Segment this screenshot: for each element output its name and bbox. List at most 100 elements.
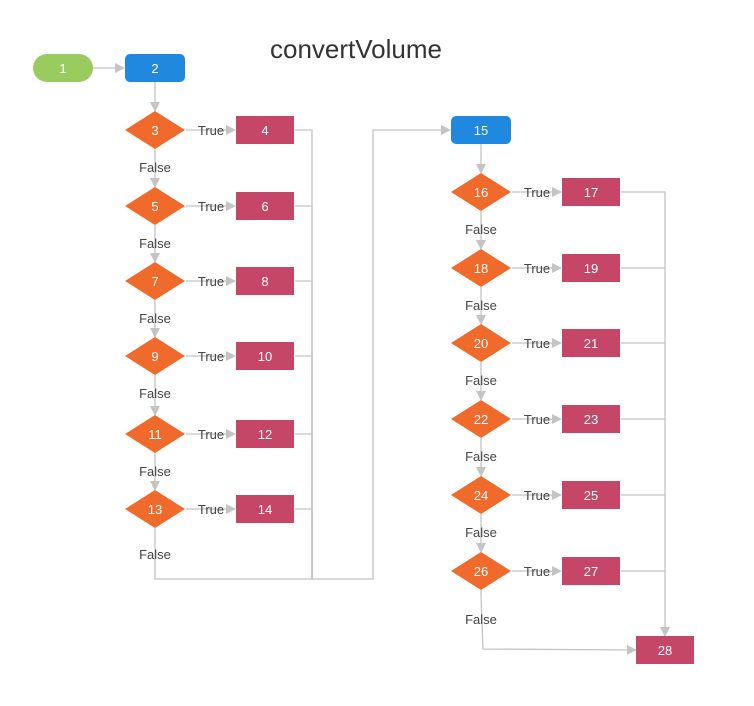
node-16: 16 xyxy=(451,173,511,211)
node-label: 6 xyxy=(261,199,268,214)
node-label: 8 xyxy=(261,274,268,289)
node-label: 12 xyxy=(258,427,272,442)
node-22: 22 xyxy=(451,400,511,438)
edge-label-false: False xyxy=(465,612,497,627)
edge-label-false: False xyxy=(139,236,171,251)
node-label: 11 xyxy=(148,427,162,442)
node-12: 12 xyxy=(236,420,294,448)
edge-14-15 xyxy=(295,508,313,579)
node-label: 7 xyxy=(151,274,158,289)
decision-node-shape xyxy=(451,400,511,438)
node-2: 2 xyxy=(125,54,185,82)
node-17: 17 xyxy=(562,178,620,206)
edge-26-28 xyxy=(480,590,637,655)
action-node-shape xyxy=(236,192,294,220)
edge-label-true: True xyxy=(524,564,550,579)
edges-layer xyxy=(92,63,670,655)
edge-label-false: False xyxy=(139,464,171,479)
node-label: 17 xyxy=(584,185,598,200)
decision-node-shape xyxy=(125,262,185,300)
node-label: 14 xyxy=(258,502,272,517)
edge-label-true: True xyxy=(524,261,550,276)
edge-12-15 xyxy=(295,433,313,579)
node-14: 14 xyxy=(236,495,294,523)
action-node-shape xyxy=(562,481,620,509)
process-node-shape xyxy=(125,54,185,82)
edge-13-15 xyxy=(154,125,451,580)
node-label: 2 xyxy=(151,61,158,76)
node-label: 28 xyxy=(658,643,672,658)
action-node-shape xyxy=(562,329,620,357)
edge-17-28 xyxy=(621,191,670,637)
node-13: 13 xyxy=(125,490,185,528)
edge-8-15 xyxy=(295,280,313,579)
node-15: 15 xyxy=(451,116,511,144)
node-1: 1 xyxy=(33,54,93,82)
decision-node-shape xyxy=(125,111,185,149)
node-label: 23 xyxy=(584,412,598,427)
decision-node-shape xyxy=(451,173,511,211)
process-node-shape xyxy=(451,116,511,144)
edge-label-true: True xyxy=(524,336,550,351)
decision-node-shape xyxy=(125,337,185,375)
edge-label-false: False xyxy=(465,298,497,313)
node-label: 4 xyxy=(261,123,268,138)
edge-label-true: True xyxy=(524,412,550,427)
node-9: 9 xyxy=(125,337,185,375)
node-21: 21 xyxy=(562,329,620,357)
start-node-shape xyxy=(33,54,93,82)
node-24: 24 xyxy=(451,476,511,514)
action-node-shape xyxy=(562,557,620,585)
decision-node-shape xyxy=(125,187,185,225)
action-node-shape xyxy=(236,495,294,523)
edge-10-15 xyxy=(295,355,313,579)
node-label: 13 xyxy=(148,502,162,517)
edge-label-false: False xyxy=(465,222,497,237)
node-label: 25 xyxy=(584,488,598,503)
node-3: 3 xyxy=(125,111,185,149)
edge-label-true: True xyxy=(198,349,224,364)
edge-labels-layer: True False True False True False True False True… xyxy=(139,123,550,627)
node-label: 22 xyxy=(474,412,488,427)
node-8: 8 xyxy=(236,267,294,295)
edge-label-false: False xyxy=(139,547,171,562)
node-label: 18 xyxy=(474,261,488,276)
node-label: 10 xyxy=(258,349,272,364)
edge-label-false: False xyxy=(465,449,497,464)
node-label: 16 xyxy=(474,185,488,200)
decision-node-shape xyxy=(125,490,185,528)
edge-6-15 xyxy=(295,205,313,579)
node-label: 27 xyxy=(584,564,598,579)
edge-label-true: True xyxy=(524,185,550,200)
edge-label-true: True xyxy=(198,123,224,138)
node-7: 7 xyxy=(125,262,185,300)
node-20: 20 xyxy=(451,324,511,362)
action-node-shape xyxy=(236,342,294,370)
edge-4-15 xyxy=(295,129,313,579)
node-11: 11 xyxy=(125,415,185,453)
node-label: 15 xyxy=(474,123,488,138)
node-6: 6 xyxy=(236,192,294,220)
node-25: 25 xyxy=(562,481,620,509)
action-node-shape xyxy=(236,267,294,295)
action-node-shape xyxy=(636,636,694,664)
decision-node-shape xyxy=(125,415,185,453)
node-27: 27 xyxy=(562,557,620,585)
edge-label-true: True xyxy=(198,274,224,289)
decision-node-shape xyxy=(451,324,511,362)
edge-label-true: True xyxy=(198,502,224,517)
node-4: 4 xyxy=(236,116,294,144)
node-5: 5 xyxy=(125,187,185,225)
action-node-shape xyxy=(562,178,620,206)
edge-label-false: False xyxy=(139,386,171,401)
node-19: 19 xyxy=(562,254,620,282)
decision-node-shape xyxy=(451,249,511,287)
node-23: 23 xyxy=(562,405,620,433)
edge-label-false: False xyxy=(465,373,497,388)
node-10: 10 xyxy=(236,342,294,370)
edge-label-true: True xyxy=(524,488,550,503)
node-label: 26 xyxy=(474,564,488,579)
decision-node-shape xyxy=(451,476,511,514)
